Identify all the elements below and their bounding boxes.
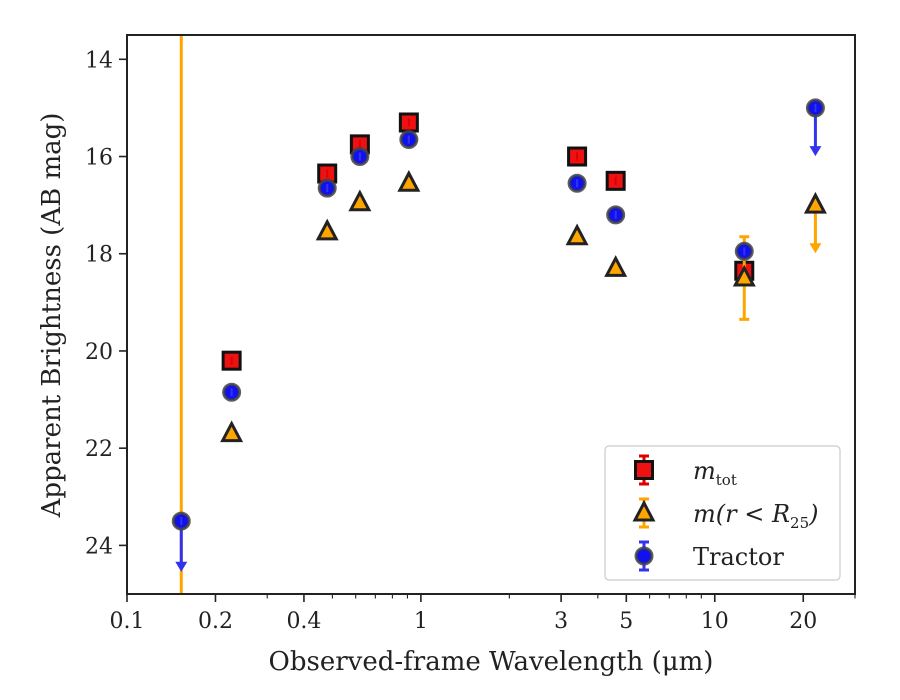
x-tick-label-5: 5 [619, 609, 633, 634]
x-tick-label-4: 3 [554, 609, 568, 634]
plot-area [171, 35, 827, 594]
y-axis: 14 16 18 20 22 24 [85, 48, 127, 559]
legend-label-1: m(r < R25) [693, 500, 819, 532]
y-tick-label-5: 24 [85, 534, 113, 559]
x-axis: 0.1 0.2 0.4 1 3 5 10 20 [110, 594, 856, 634]
series-2 [171, 98, 825, 572]
x-axis-label: Observed-frame Wavelength (μm) [269, 647, 714, 677]
x-tick-label-1: 0.2 [198, 609, 233, 634]
legend-marker-2 [634, 546, 654, 566]
legend-label-2: Tractor [693, 543, 784, 571]
legend: mtot m(r < R25) Tractor [604, 445, 841, 581]
series-2-point-0-limit-arrow-head [175, 561, 188, 572]
legend-marker-0 [634, 460, 654, 480]
x-tick-label-2: 0.4 [286, 609, 321, 634]
y-axis-label: Apparent Brightness (AB mag) [37, 113, 67, 519]
legend-label-0: mtot [693, 457, 737, 489]
legend-frame [604, 445, 841, 581]
plot-frame [126, 34, 856, 595]
y-tick-label-1: 16 [85, 146, 113, 171]
legend-marker-1 [632, 499, 656, 522]
y-tick-label-0: 14 [85, 48, 113, 73]
y-tick-label-2: 18 [85, 243, 113, 268]
y-tick-label-4: 22 [85, 437, 113, 462]
series-1-point-7-limit-arrow-head [809, 243, 822, 254]
x-tick-label-0: 0.1 [110, 609, 145, 634]
series-1 [220, 170, 827, 443]
x-tick-label-6: 10 [701, 609, 729, 634]
x-tick-label-7: 20 [789, 609, 817, 634]
y-tick-label-3: 20 [85, 340, 113, 365]
x-tick-label-3: 1 [414, 609, 428, 634]
series-2-point-8-limit-arrow-head [809, 146, 822, 157]
series-0 [221, 112, 755, 371]
